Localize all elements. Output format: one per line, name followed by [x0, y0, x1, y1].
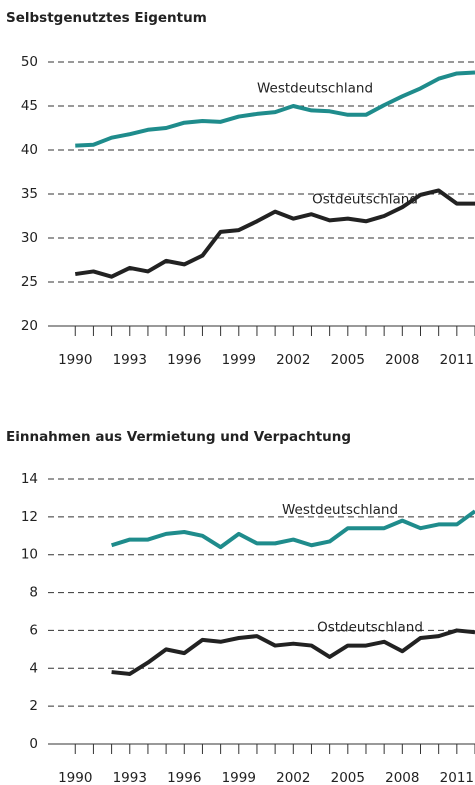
x-tick-label: 2008	[385, 770, 419, 785]
x-tick-label: 1999	[222, 770, 256, 785]
x-tick-label: 2005	[331, 352, 365, 368]
x-tick-label: 2011	[440, 770, 474, 785]
y-tick-label: 35	[21, 186, 38, 202]
chart-title: Einnahmen aus Vermietung und Verpachtung	[6, 429, 351, 445]
x-tick-label: 2005	[331, 770, 365, 785]
y-tick-label: 12	[21, 509, 38, 525]
y-tick-label: 6	[29, 622, 38, 638]
x-tick-label: 1999	[222, 352, 256, 368]
y-tick-label: 14	[21, 471, 38, 487]
series-line	[110, 509, 475, 550]
y-tick-label: 8	[29, 585, 38, 601]
x-tick-label: 1990	[58, 770, 92, 785]
chart-title: Selbstgenutztes Eigentum	[6, 10, 207, 26]
y-tick-label: 2	[29, 698, 38, 714]
series-label: Westdeutschland	[282, 502, 398, 518]
y-tick-label: 20	[21, 318, 38, 334]
x-tick-label: 2008	[385, 352, 419, 368]
x-tick-label: 1993	[113, 352, 147, 368]
y-tick-label: 50	[21, 54, 38, 70]
y-tick-label: 0	[29, 736, 38, 752]
series-label: Ostdeutschland	[317, 620, 423, 636]
x-tick-label: 1996	[167, 352, 201, 368]
y-tick-label: 4	[29, 660, 38, 676]
x-tick-label: 1993	[113, 770, 147, 785]
series-label: Westdeutschland	[257, 80, 373, 96]
series-line	[111, 628, 475, 676]
x-tick-label: 2002	[276, 352, 310, 368]
y-tick-label: 10	[21, 547, 38, 563]
y-tick-label: 45	[21, 98, 38, 114]
series-label: Ostdeutschland	[312, 191, 418, 207]
x-tick-label: 2002	[276, 770, 310, 785]
y-tick-label: 30	[21, 230, 38, 246]
x-tick-label: 1996	[167, 770, 201, 785]
x-tick-label: 1990	[58, 352, 92, 368]
y-tick-label: 25	[21, 274, 38, 290]
series-line	[75, 70, 475, 148]
series-line	[74, 188, 475, 279]
y-tick-label: 40	[21, 142, 38, 158]
x-tick-label: 2011	[440, 352, 474, 368]
